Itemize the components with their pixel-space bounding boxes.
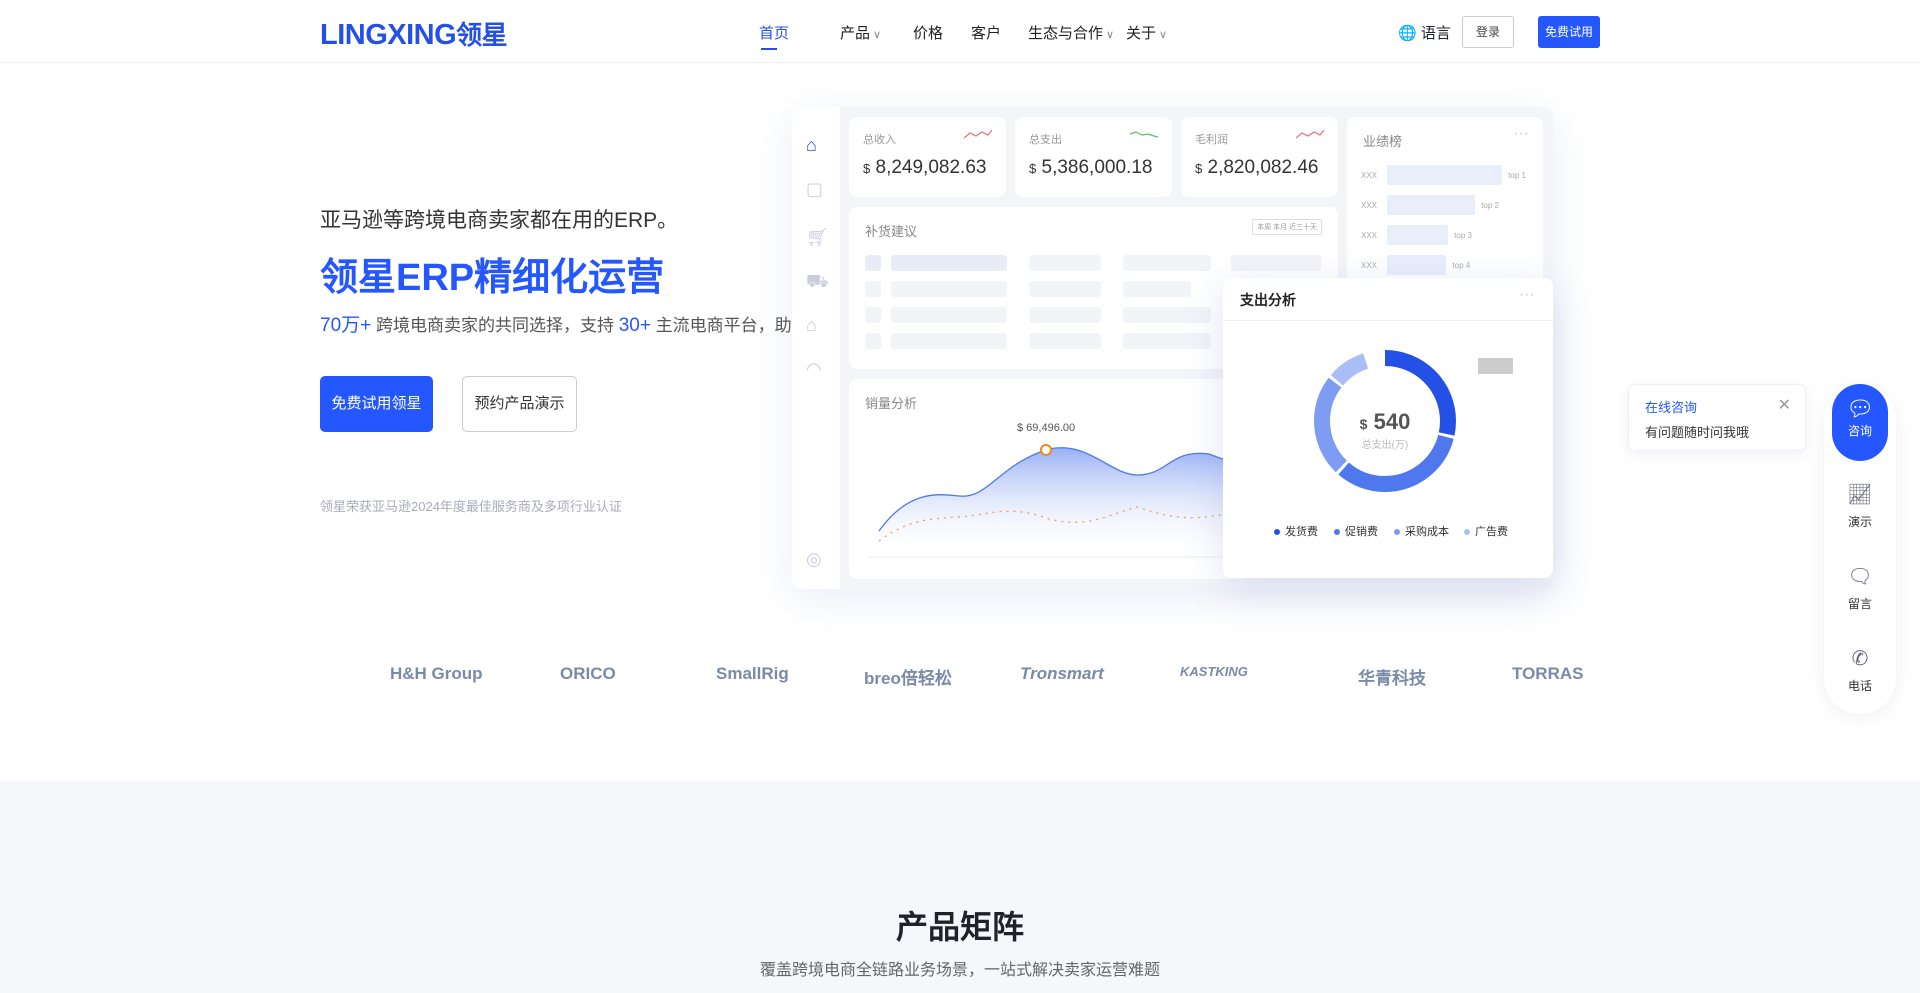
cart-icon: 🛒︎: [806, 227, 829, 247]
section-subtitle: 覆盖跨境电商全链路业务场景，一站式解决卖家运营难题: [759, 962, 1160, 979]
globe-icon: 🌐: [1398, 25, 1417, 42]
login-button[interactable]: 登录: [1462, 16, 1514, 48]
kpi-card-revenue: 总收入 $ 8,249,082.63: [849, 117, 1006, 197]
headset-icon: ◠: [806, 359, 822, 379]
truck-icon: ⛟: [806, 271, 829, 291]
nav-products[interactable]: 产品 ∨: [840, 25, 882, 42]
client-logo: 华青科技: [1358, 669, 1426, 688]
client-logo: ORICO: [560, 664, 616, 683]
dashboard-sidebar: ⌂ ▢ 🛒︎ ⛟ ⌂ ◠ ◎: [792, 107, 840, 589]
free-trial-button[interactable]: 免费试用: [1538, 16, 1600, 48]
donut-center-value: $ 540: [1359, 409, 1411, 434]
peak-label: $ 69,496.00: [1017, 422, 1076, 434]
peak-point: [1040, 444, 1052, 456]
bag-icon: ▢: [806, 179, 824, 199]
hero-free-trial-button[interactable]: 免费试用领星: [320, 376, 433, 432]
hero-note: 领星荣获亚马逊2024年度最佳服务商及多项行业认证: [320, 499, 622, 514]
donut-center-label: 总支出(万): [1361, 440, 1409, 451]
nav-ecosystem[interactable]: 生态与合作 ∨: [1028, 25, 1115, 42]
legend-item: 发货费: [1274, 523, 1318, 539]
more-icon: ···: [1513, 125, 1529, 142]
legend-item: 广告费: [1464, 523, 1508, 539]
close-icon[interactable]: ✕: [1777, 397, 1791, 414]
consult-popup[interactable]: 在线咨询 有问题随时问我哦 ✕: [1628, 384, 1806, 451]
ranking-bar: [1387, 195, 1476, 215]
legend-item: 采购成本: [1394, 523, 1449, 539]
expense-donut-chart: [1314, 350, 1456, 492]
message-icon: 🗨︎: [1847, 566, 1873, 588]
client-logo: H&H Group: [390, 664, 483, 683]
slice-shipping: [1314, 350, 1456, 492]
home-icon: ⌂: [806, 135, 817, 155]
slice-promotion: [1314, 350, 1456, 492]
chevron-down-icon: ∨: [873, 29, 882, 41]
chart-monitor-icon: 📈︎: [1847, 484, 1873, 506]
nav-about[interactable]: 关于 ∨: [1126, 25, 1168, 42]
legend-item: 促销费: [1334, 523, 1378, 539]
client-logo: SmallRig: [716, 664, 789, 683]
floating-toolbar: 💬︎ 咨询 📈︎ 演示 🗨︎ 留言 ✆ 电话: [1824, 384, 1896, 714]
nav-active-indicator: [761, 48, 777, 50]
nav-customers[interactable]: 客户: [971, 25, 1002, 42]
client-logo: breo倍轻松: [864, 669, 952, 688]
tooltip: [1478, 358, 1513, 374]
hero-demo-button[interactable]: 预约产品演示: [462, 376, 577, 432]
product-section: [0, 781, 1920, 993]
float-demo[interactable]: 📈︎ 演示: [1824, 482, 1896, 530]
phone-icon: ✆: [1851, 648, 1869, 670]
more-icon: ···: [1519, 286, 1535, 303]
float-consult[interactable]: 💬︎ 咨询: [1832, 384, 1888, 461]
trend-sparkline: [1130, 131, 1158, 138]
slice-purchase: [1314, 350, 1456, 492]
period-tabs: 本周 本月 近三十天: [1252, 219, 1322, 235]
sales-card: 销量分析 $ 69,496.00: [849, 379, 1249, 579]
top-header: LINGXING领星 首页 产品 ∨ 价格 客户 生态与合作 ∨ 关于 ∨ 🌐 语言 …: [0, 0, 1920, 63]
nav-home[interactable]: 首页: [759, 25, 790, 42]
client-logo: KASTKING: [1180, 664, 1248, 679]
comparison-line: [878, 506, 1249, 542]
chat-icon: 💬︎: [1846, 396, 1874, 421]
kpi-card-profit: 毛利润 $ 2,820,082.46: [1181, 117, 1338, 197]
ranking-bar: [1387, 225, 1449, 245]
language-switch[interactable]: 🌐 语言: [1398, 25, 1451, 42]
float-phone[interactable]: ✆ 电话: [1824, 646, 1896, 694]
settings-icon: ◎: [806, 549, 822, 569]
hero-title: 领星ERP精细化运营: [320, 257, 665, 299]
expense-analysis-card: 支出分析 ··· $ 540 总支出(万) 发货费 促销费 采购成本 广告费: [1223, 278, 1553, 578]
sales-area: [879, 447, 1249, 559]
lingxing-logo[interactable]: LINGXING领星: [320, 19, 508, 51]
chevron-down-icon: ∨: [1106, 29, 1115, 41]
client-logo: Tronsmart: [1020, 664, 1104, 683]
dashboard-illustration: ⌂ ▢ 🛒︎ ⛟ ⌂ ◠ ◎ 总收入 $ 8,249,082.63 总支出 $ …: [792, 107, 1553, 589]
hero-subtitle: 亚马逊等跨境电商卖家都在用的ERP。: [320, 209, 679, 232]
sales-area-chart: [869, 444, 1249, 559]
warehouse-icon: ⌂: [806, 315, 817, 335]
ranking-bar: [1387, 255, 1447, 275]
float-message[interactable]: 🗨︎ 留言: [1824, 564, 1896, 612]
ranking-bar: [1387, 165, 1503, 185]
nav-pricing[interactable]: 价格: [913, 25, 944, 42]
trend-sparkline: [964, 129, 992, 139]
client-logo: TORRAS: [1512, 664, 1584, 683]
trend-sparkline: [1296, 129, 1324, 139]
section-title: 产品矩阵: [895, 909, 1024, 945]
kpi-card-expense: 总支出 $ 5,386,000.18: [1015, 117, 1172, 197]
chevron-down-icon: ∨: [1159, 29, 1168, 41]
